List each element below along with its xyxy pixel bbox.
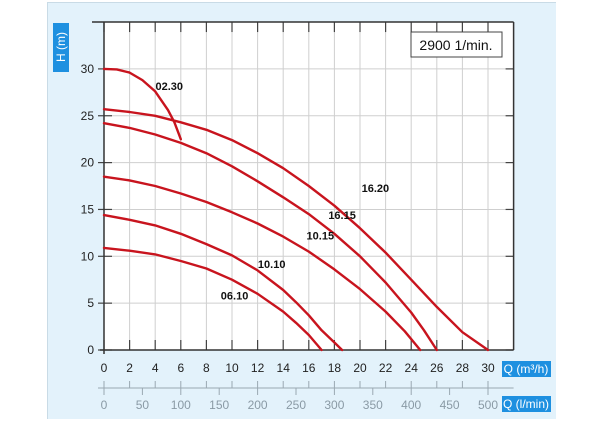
y-tick-label: 30: [81, 62, 95, 76]
x2-tick-label: 300: [324, 398, 344, 412]
curve-label: 16.20: [362, 183, 390, 195]
y-tick-label: 25: [81, 109, 95, 123]
y-axis-title: H (m): [53, 23, 69, 72]
x-tick-label: 26: [430, 361, 444, 375]
x-tick-label: 8: [203, 361, 210, 375]
x2-tick-label: 100: [171, 398, 191, 412]
x2-tick-label: 0: [101, 398, 108, 412]
y-tick-label: 10: [81, 249, 95, 263]
y-axis-label: H (m): [54, 32, 68, 62]
x-tick-label: 2: [126, 361, 133, 375]
curve-label: 10.15: [307, 231, 335, 243]
x-tick-label: 22: [379, 361, 393, 375]
x2-axis-title: Q (l/min): [502, 396, 551, 412]
x2-tick-label: 150: [209, 398, 229, 412]
x-axis-label: Q (m³/h): [504, 362, 549, 376]
speed-box: 2900 1/min.: [410, 31, 503, 58]
y-tick-label: 20: [81, 156, 95, 170]
curve-06-10: [102, 246, 323, 352]
curve-label: 02.30: [156, 81, 184, 93]
x2-tick-label: 350: [363, 398, 383, 412]
x2-tick-label: 50: [136, 398, 150, 412]
x-tick-label: 6: [177, 361, 184, 375]
curves: 02.30 16.20 16.15 10.15 10.10 06.10: [102, 67, 490, 352]
curve-16-20: [102, 108, 490, 352]
speed-label: 2900 1/min.: [419, 37, 492, 53]
x2-tick-label: 250: [286, 398, 306, 412]
x-axis-title: Q (m³/h): [502, 361, 551, 377]
x-tick-label: 10: [225, 361, 239, 375]
x-tick-label: 16: [302, 361, 316, 375]
x-tick-label: 0: [101, 361, 108, 375]
x-tick-label: 4: [152, 361, 159, 375]
x-tick-label: 30: [481, 361, 495, 375]
x-tick-label: 24: [405, 361, 419, 375]
curve-label: 10.10: [258, 259, 286, 271]
x-tick-label: 18: [328, 361, 342, 375]
axes: 0 2 4 6 8 10 12 14 16 18 20 22 24 26 28 300510152025300…: [81, 21, 515, 412]
x-tick-label: 20: [353, 361, 367, 375]
y-tick-label: 15: [81, 202, 95, 216]
x-tick-label: 12: [251, 361, 265, 375]
x2-tick-label: 450: [440, 398, 460, 412]
curve-16-15: [102, 122, 438, 352]
curve-10-15: [102, 175, 422, 352]
y-tick-label: 0: [87, 343, 94, 357]
x-tick-label: 14: [277, 361, 291, 375]
x2-axis-label: Q (l/min): [503, 397, 549, 411]
curve-10-10: [102, 213, 344, 352]
y-tick-label: 5: [87, 296, 94, 310]
curve-label: 16.15: [328, 210, 356, 222]
x2-tick-label: 500: [478, 398, 498, 412]
curve-label: 06.10: [221, 291, 249, 303]
x2-tick-label: 200: [248, 398, 268, 412]
x2-tick-label: 400: [401, 398, 421, 412]
x-tick-label: 28: [456, 361, 470, 375]
